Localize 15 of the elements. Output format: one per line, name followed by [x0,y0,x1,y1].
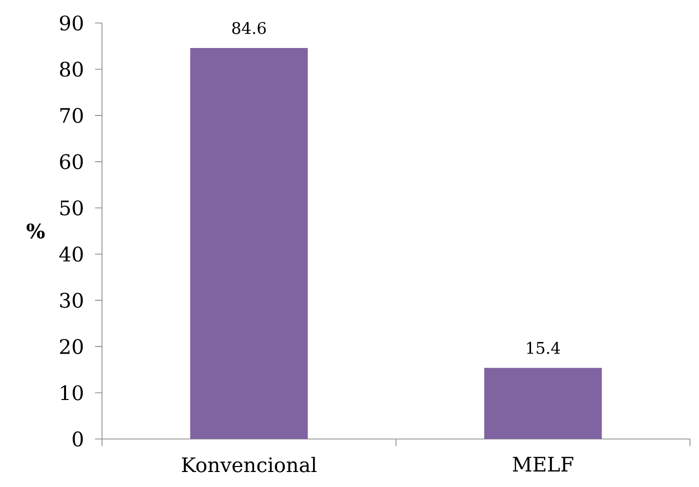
x-tick-label: Konvencional [182,456,317,472]
y-tick-label: 10 [61,385,83,400]
y-tick-label: 40 [59,246,83,262]
y-tick-label: 80 [60,62,83,77]
y-tick-label: 90 [60,15,83,31]
y-tick-label: 20 [60,338,83,354]
y-tick-label: 0 [72,431,83,447]
data-label: 84.6 [232,22,266,34]
y-tick-label: 70 [60,108,83,124]
y-tick-label: 60 [60,154,83,170]
data-label: 15.4 [527,342,560,354]
y-tick-label: 50 [60,200,83,216]
y-axis-title: % [26,223,45,239]
x-tick-label: MELF [512,456,574,472]
y-tick-label: 30 [60,292,83,308]
